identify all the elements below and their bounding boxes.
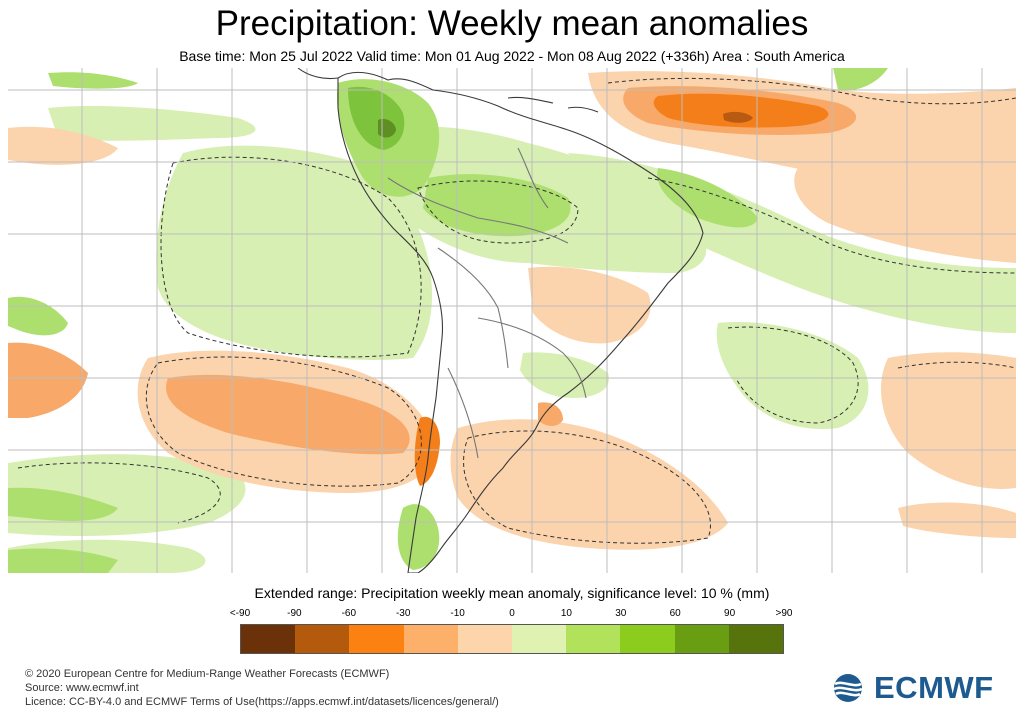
dry-region-pacific-west	[8, 126, 118, 165]
wet-region-north-pacific	[48, 106, 256, 141]
legend-tick: 0	[509, 608, 515, 619]
ecmwf-logo-icon	[833, 674, 863, 702]
legend-colorbar	[240, 624, 784, 654]
legend-tick: 30	[615, 608, 627, 619]
dry-core-uruguay	[538, 402, 563, 426]
legend-tick: >90	[775, 608, 793, 619]
border-1	[387, 177, 569, 244]
central-america	[297, 68, 339, 80]
contour-south-atlantic-wet	[727, 326, 859, 424]
legend-tick: -90	[287, 608, 302, 619]
border-2	[437, 247, 509, 369]
graticule	[8, 68, 1016, 573]
border-3	[477, 317, 587, 399]
copyright-text: © 2020 European Centre for Medium-Range …	[25, 668, 390, 680]
wet-anomaly-cores	[8, 68, 888, 573]
licence-text: Licence: CC-BY-4.0 and ECMWF Terms of Us…	[25, 696, 499, 708]
contour-argentina-dry	[463, 430, 711, 544]
legend-tick: -10	[450, 608, 465, 619]
map-subtitle: Base time: Mon 25 Jul 2022 Valid time: M…	[179, 48, 845, 64]
wet-region-uruguay	[520, 352, 609, 398]
contour-atlantic-wet	[647, 177, 1016, 274]
legend-swatch	[512, 625, 567, 653]
south-america-outline	[337, 71, 704, 573]
ecmwf-logo-text: ECMWF	[874, 670, 994, 705]
legend-swatch	[674, 625, 729, 653]
legend-swatch	[295, 625, 350, 653]
wet-region-south-atlantic	[716, 322, 869, 429]
wet-core-northeast	[833, 68, 888, 91]
wet-region-patagonia	[397, 504, 440, 570]
wet-core-north-strip	[48, 72, 138, 89]
contour-north-atlantic-dry	[607, 77, 1016, 105]
ecmwf-logo: ECMWF	[828, 672, 994, 704]
dry-core-atlantic-strong	[653, 93, 829, 128]
border-4	[447, 367, 479, 459]
dry-core-atlantic-darkest	[723, 111, 753, 123]
legend-tick: -30	[395, 608, 411, 619]
contour-southeast-dry	[897, 361, 1016, 369]
caribbean-islands	[507, 96, 599, 113]
legend-swatch	[620, 625, 675, 653]
legend-swatch	[457, 625, 513, 653]
dry-region-east-atlantic	[794, 168, 1016, 263]
coastlines	[297, 68, 704, 573]
dry-core-chile	[414, 416, 440, 486]
contour-pacific-wet	[160, 156, 422, 358]
wet-core-north-brazil	[423, 174, 571, 237]
legend-swatch	[403, 625, 458, 653]
legend-tick: -60	[341, 608, 357, 619]
legend-swatch	[728, 625, 784, 653]
legend-swatch	[349, 625, 404, 653]
legend-tick: 60	[669, 608, 681, 619]
legend-tick: <-90	[229, 608, 251, 619]
wet-core-southwest-3	[8, 548, 118, 573]
contour-south-pacific-dry	[145, 356, 422, 487]
border-5	[517, 147, 549, 209]
legend-tick: 10	[560, 608, 572, 619]
dry-core-pacific	[166, 374, 410, 455]
anomaly-map	[8, 68, 1016, 573]
legend-swatch	[566, 625, 621, 653]
footer: © 2020 European Centre for Medium-Range …	[25, 667, 499, 709]
wet-core-southwest-2	[8, 487, 118, 521]
significance-contours	[17, 77, 1016, 544]
dry-region-argentina	[450, 419, 728, 550]
legend-ticks: <-90 -90 -60 -30 -10 0 10 30 60 90 >90	[230, 608, 793, 622]
legend-swatch	[241, 625, 296, 653]
contour-southwest-wet	[17, 462, 221, 524]
dry-anomaly-cores	[8, 86, 857, 486]
legend-tick: 90	[724, 608, 736, 619]
dry-core-pacific-west	[8, 342, 88, 418]
legend-title: Extended range: Precipitation weekly mea…	[254, 585, 770, 601]
dry-region-brazil-interior	[528, 266, 651, 344]
contour-amazon	[417, 180, 579, 244]
dry-region-southeast	[898, 502, 1016, 538]
source-text: Source: www.ecmwf.int	[25, 682, 139, 694]
map-title: Precipitation: Weekly mean anomalies	[215, 4, 809, 43]
